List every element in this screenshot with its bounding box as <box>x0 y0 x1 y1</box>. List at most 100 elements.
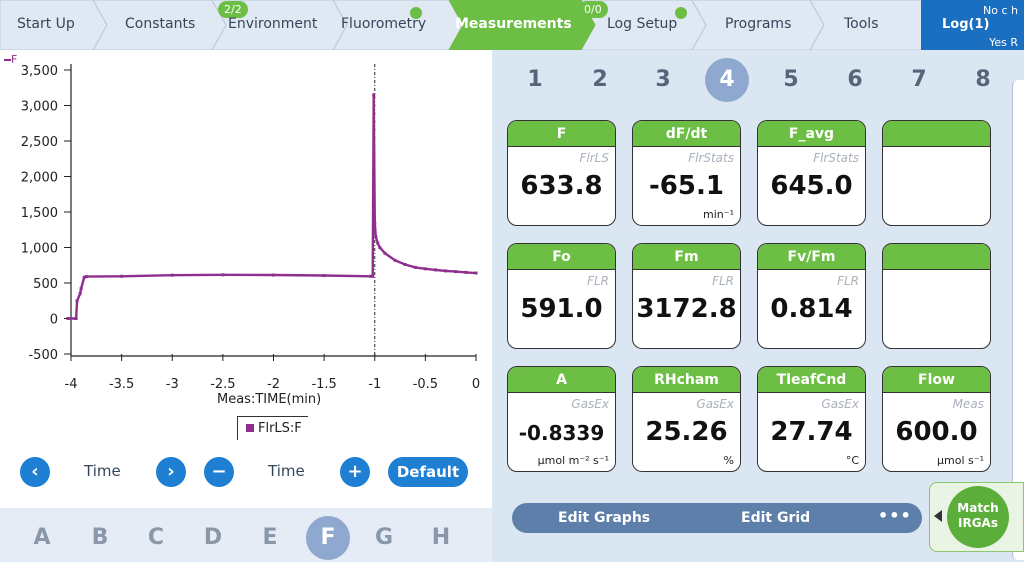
tile-value: -0.8339 <box>518 421 605 445</box>
tile-heading: Fv/Fm <box>758 244 865 270</box>
measurement-tile[interactable]: Fm FLR 3172.8 <box>632 243 741 349</box>
prev-x-button[interactable]: ‹ <box>20 457 50 487</box>
data-point <box>403 263 407 267</box>
grid-page-6[interactable]: 6 <box>847 67 863 92</box>
edit-graphs-button[interactable]: Edit Graphs <box>558 510 651 526</box>
tab-programs[interactable]: Programs <box>725 16 792 32</box>
y-tick-label: 500 <box>33 277 58 292</box>
measurement-tile[interactable]: Fv/Fm FLR 0.814 <box>757 243 866 349</box>
tile-unit: min⁻¹ <box>703 208 734 221</box>
data-point <box>444 269 448 273</box>
tile-source: FlrStats <box>688 151 734 165</box>
default-button[interactable]: Default <box>388 457 468 487</box>
graph-page-d[interactable]: D <box>203 525 223 550</box>
y-tick-label: 2,000 <box>21 171 58 186</box>
measurement-tile[interactable]: A GasEx -0.8339 µmol m⁻² s⁻¹ <box>507 366 616 472</box>
graph-page-h[interactable]: H <box>431 525 451 550</box>
more-options-icon[interactable]: ••• <box>878 506 912 525</box>
x-tick-label: -2 <box>267 377 280 392</box>
x-tick-label: -3.5 <box>109 377 134 392</box>
x-axis-select-left[interactable]: Time <box>84 462 121 480</box>
measurement-tile[interactable]: TleafCnd GasEx 27.74 °C <box>757 366 866 472</box>
tile-value: 600.0 <box>895 417 978 447</box>
data-point <box>423 267 427 271</box>
x-tick-label: -3 <box>166 377 179 392</box>
zoom-in-button[interactable]: + <box>340 457 370 487</box>
measurement-tile[interactable]: RHcham GasEx 25.26% <box>632 366 741 472</box>
grid-page-8[interactable]: 8 <box>975 67 991 92</box>
grid-page-1[interactable]: 1 <box>527 67 543 92</box>
top-tab-bar: Start Up Constants 2/2 Environment Fluor… <box>0 0 1024 50</box>
tab-tools[interactable]: Tools <box>844 16 879 32</box>
graph-panel: 3,500 3,000 2,500 2,000 1,500 1,000 500 0 -500 -4… <box>0 50 492 562</box>
grid-page-2[interactable]: 2 <box>592 67 608 92</box>
measurement-tile[interactable]: Fo FLR 591.0 <box>507 243 616 349</box>
environment-badge: 2/2 <box>218 1 248 18</box>
tile-source: FLR <box>712 274 734 288</box>
data-point <box>74 317 78 320</box>
data-point <box>322 274 326 278</box>
data-point <box>393 258 397 262</box>
x-axis-label: Meas:TIME(min) <box>217 392 322 407</box>
tab-shape[interactable] <box>448 0 596 50</box>
y-tick-label: 3,500 <box>21 64 58 79</box>
grid-page-4[interactable]: 4 <box>705 58 749 102</box>
next-x-button[interactable]: › <box>156 457 186 487</box>
zoom-out-button[interactable]: − <box>204 457 234 487</box>
log-title: Log(1) <box>942 17 990 32</box>
tile-heading <box>883 244 990 270</box>
tab-shape[interactable] <box>92 0 227 50</box>
tile-heading: F_avg <box>758 121 865 147</box>
log-button[interactable]: No c h Log(1) Yes R <box>921 0 1024 50</box>
tab-shape[interactable] <box>332 0 464 50</box>
tab-log-setup[interactable]: Log Setup <box>607 16 678 32</box>
tab-shape[interactable] <box>691 0 825 50</box>
x-tick-label: -2.5 <box>210 377 235 392</box>
data-point <box>378 246 382 249</box>
tab-constants[interactable]: Constants <box>125 16 196 32</box>
tile-value: 633.8 <box>520 171 603 201</box>
x-tick-label: -1 <box>368 377 381 392</box>
side-drawer-handle[interactable] <box>1012 80 1024 560</box>
measurement-tile[interactable]: Flow Meas 600.0 µmol s⁻¹ <box>882 366 991 472</box>
data-point <box>454 270 458 274</box>
data-point <box>474 271 478 275</box>
measurement-panel: 1 2 3 4 5 6 7 8 F FlrLS 633.8 dF/dt FlrStats… <box>492 50 1024 562</box>
grid-page-5[interactable]: 5 <box>783 67 799 92</box>
tile-heading: RHcham <box>633 367 740 393</box>
data-point <box>221 273 225 277</box>
tab-shape[interactable] <box>809 0 921 50</box>
measurement-tile[interactable]: F FlrLS 633.8 <box>507 120 616 226</box>
graph-page-e[interactable]: E <box>262 525 278 550</box>
grid-page-3[interactable]: 3 <box>655 67 671 92</box>
log-status-line1: No c h <box>983 4 1018 17</box>
measurement-tile[interactable] <box>882 243 991 349</box>
graph-page-c[interactable]: C <box>147 525 165 550</box>
x-axis-select-right[interactable]: Time <box>268 462 305 480</box>
data-point <box>464 270 468 274</box>
graph-page-bar: A B C D E F G H <box>0 508 492 562</box>
data-point <box>376 241 380 245</box>
tab-start-up[interactable]: Start Up <box>17 16 75 32</box>
time-series-chart[interactable]: 3,500 3,000 2,500 2,000 1,500 1,000 500 0 -500 -4… <box>0 50 492 410</box>
data-point <box>75 299 79 303</box>
graph-page-f[interactable]: F <box>306 516 350 560</box>
graph-page-a[interactable]: A <box>33 525 51 550</box>
data-point <box>272 273 275 277</box>
tab-measurements[interactable]: Measurements <box>455 16 572 32</box>
measurement-tile[interactable]: dF/dt FlrStats -65.1 min⁻¹ <box>632 120 741 226</box>
grid-page-7[interactable]: 7 <box>911 67 927 92</box>
tile-source: GasEx <box>696 397 734 411</box>
graph-page-g[interactable]: G <box>374 525 394 550</box>
match-irgas-button[interactable]: Match IRGAs <box>947 486 1009 548</box>
graph-page-b[interactable]: B <box>91 525 109 550</box>
tab-environment[interactable]: Environment <box>228 16 318 32</box>
edit-grid-button[interactable]: Edit Grid <box>741 510 811 526</box>
tile-unit: µmol s⁻¹ <box>937 454 984 467</box>
collapse-arrow-icon[interactable] <box>934 510 942 522</box>
y-tick-label: 3,000 <box>21 100 58 115</box>
tab-fluorometry[interactable]: Fluorometry <box>341 16 427 32</box>
measurement-tile[interactable]: F_avg FlrStats 645.0 <box>757 120 866 226</box>
log-setup-badge: 0/0 <box>578 1 608 18</box>
measurement-tile[interactable] <box>882 120 991 226</box>
